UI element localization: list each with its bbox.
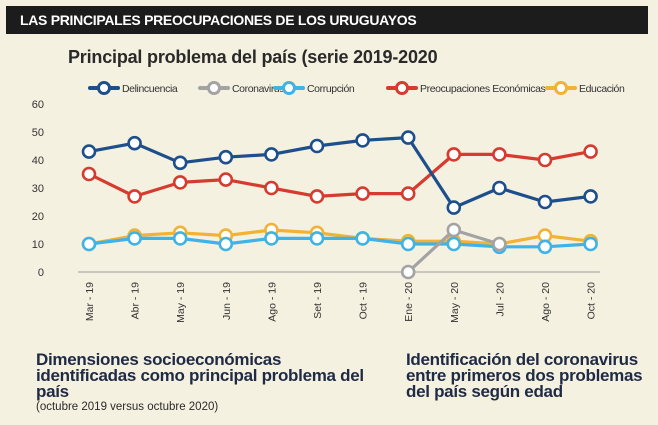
data-point	[492, 236, 507, 252]
data-point	[264, 231, 279, 246]
data-point	[81, 144, 97, 159]
x-tick-label: May - 19	[175, 282, 187, 323]
data-point	[492, 180, 507, 196]
x-tick-label: Jul - 20	[494, 282, 506, 317]
header-banner: LAS PRINCIPALES PREOCUPACIONES DE LOS UR…	[6, 6, 648, 34]
data-point	[400, 186, 416, 201]
chart-legend: Delincuencia Coronavirus Corrupción Preocup…	[88, 81, 625, 95]
data-point	[537, 239, 553, 255]
data-point	[264, 147, 279, 162]
data-point	[537, 152, 553, 168]
x-tick-label: May - 20	[449, 282, 461, 323]
y-tick-label: 40	[32, 155, 44, 167]
y-tick-label: 0	[38, 267, 44, 279]
data-point	[492, 147, 507, 162]
x-axis: Mar - 19 Abr - 19 May - 19 Jun - 19 Ago - 19…	[84, 282, 598, 323]
legend-label: Coronavirus	[232, 83, 284, 95]
left-subsection-heading: Dimensiones socioeconómicas identificada…	[36, 350, 364, 401]
y-axis: 0 10 20 30 40 50 60	[32, 99, 44, 279]
data-point	[446, 236, 462, 252]
data-point	[355, 231, 370, 246]
series-preocupaciones-económicas	[81, 144, 598, 204]
data-point	[264, 180, 279, 196]
data-point	[309, 189, 325, 204]
data-point	[355, 186, 370, 201]
left-subsection-note: (octubre 2019 versus octubre 2020)	[36, 401, 219, 413]
series-delincuencia	[81, 130, 598, 215]
data-point	[355, 133, 370, 148]
legend-marker	[97, 81, 111, 95]
data-point	[400, 130, 416, 145]
data-point	[400, 264, 416, 280]
x-tick-label: Set - 19	[312, 282, 324, 319]
x-tick-label: Mar - 19	[84, 282, 96, 321]
legend-label: Delincuencia	[122, 83, 178, 95]
data-point	[218, 172, 234, 187]
right-subsection-heading: Identificación del coronavirus entre pri…	[406, 350, 643, 401]
left-subsection: Dimensiones socioeconómicas identificada…	[36, 350, 366, 414]
data-point	[127, 231, 142, 246]
data-point	[81, 236, 97, 252]
data-point	[446, 200, 462, 215]
data-point	[172, 155, 188, 171]
x-tick-label: Ago - 20	[540, 282, 552, 322]
data-point	[537, 194, 553, 210]
chart-series	[81, 130, 598, 280]
legend-label: Educación	[579, 83, 625, 95]
y-tick-label: 20	[32, 211, 44, 223]
data-point	[583, 189, 598, 204]
data-point	[583, 236, 598, 252]
legend-marker	[282, 81, 296, 95]
series-line	[87, 136, 593, 210]
chart-title: Principal problema del país (serie 2019-…	[68, 47, 438, 67]
x-tick-label: Oct - 19	[358, 282, 370, 320]
x-tick-label: Abr - 19	[130, 282, 142, 320]
x-tick-label: Ago - 19	[266, 282, 278, 322]
data-point	[309, 138, 325, 154]
series-line	[87, 150, 593, 198]
data-point	[172, 175, 188, 190]
data-point	[172, 231, 188, 246]
data-point	[583, 144, 598, 159]
data-point	[127, 135, 142, 151]
legend-label: Corrupción	[307, 83, 355, 95]
legend-marker	[395, 81, 409, 95]
x-tick-label: Oct - 20	[586, 282, 598, 320]
data-point	[127, 189, 142, 204]
data-point	[81, 166, 97, 182]
data-point	[446, 222, 462, 238]
data-point	[446, 147, 462, 162]
y-tick-label: 30	[32, 183, 44, 195]
series-line	[87, 236, 593, 249]
series-coronavirus	[400, 222, 507, 280]
series-line	[87, 228, 593, 246]
y-tick-label: 60	[32, 99, 44, 111]
x-tick-label: Ene - 20	[403, 282, 415, 322]
data-point	[218, 236, 234, 252]
y-tick-label: 50	[32, 127, 44, 139]
legend-marker	[554, 81, 568, 95]
legend-marker	[207, 81, 221, 95]
legend-label: Preocupaciones Económicas	[420, 83, 546, 95]
data-point	[218, 149, 234, 165]
data-point	[309, 231, 325, 246]
x-tick-label: Jun - 19	[221, 282, 233, 320]
data-point	[400, 236, 416, 252]
y-tick-label: 10	[32, 239, 44, 251]
